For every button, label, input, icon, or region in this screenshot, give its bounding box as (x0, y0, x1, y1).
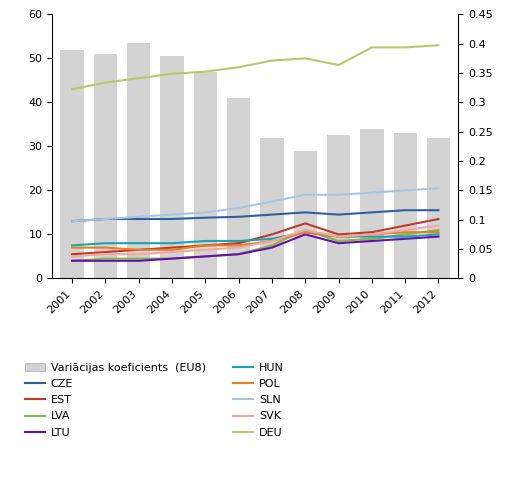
Bar (260, 138, 283, 278)
Bar (160, 56, 184, 278)
Bar (360, 129, 383, 278)
Bar (194, 72, 217, 278)
Bar (94, 54, 117, 278)
Bar (227, 98, 250, 278)
Bar (294, 151, 317, 278)
Bar (60, 49, 84, 278)
Bar (427, 138, 450, 278)
Legend: Variācijas koeficients  (EU8), CZE, EST, LVA, LTU, HUN, POL, SLN, SVK, DEU: Variācijas koeficients (EU8), CZE, EST, … (25, 363, 284, 438)
Bar (327, 135, 350, 278)
Bar (127, 43, 151, 278)
Bar (393, 133, 417, 278)
